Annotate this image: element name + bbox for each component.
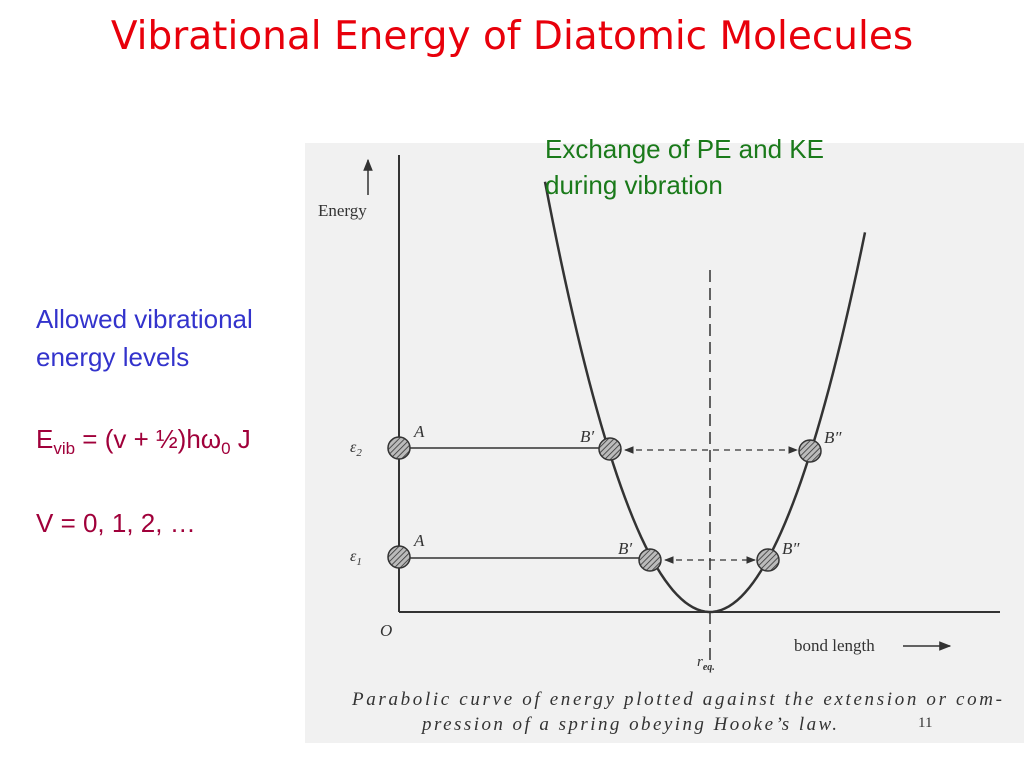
formula-symbol: E — [36, 424, 54, 454]
formula-body: = (v + ½)hω — [75, 424, 222, 454]
particle — [756, 548, 780, 572]
annotation: Exchange of PE and KE during vibration — [545, 131, 824, 203]
particle — [638, 548, 662, 572]
heading-line: Allowed vibrational — [36, 304, 253, 334]
point-label: B″ — [782, 539, 800, 558]
level-symbol: ε — [350, 548, 357, 565]
point-label: B″ — [824, 428, 842, 447]
req-sub: eq. — [703, 662, 715, 673]
caption-line: pression of a spring obeying Hooke’s law… — [420, 714, 837, 735]
level-label: ε2 — [350, 439, 362, 459]
level-sub: 1 — [356, 556, 362, 568]
point-label: A — [413, 422, 425, 441]
formula-unit: J — [230, 424, 251, 454]
annotation-line: Exchange of PE and KE — [545, 134, 824, 164]
level-label: ε1 — [350, 548, 362, 568]
page-number: 11 — [918, 715, 932, 731]
particle — [598, 437, 622, 461]
x-axis-label: bond length — [794, 636, 875, 655]
slide-title: Vibrational Energy of Diatomic Molecules — [110, 14, 914, 59]
annotation-line: during vibration — [545, 170, 723, 200]
y-axis-label: Energy — [318, 201, 367, 220]
particle — [798, 439, 822, 463]
heading-line: energy levels — [36, 342, 190, 372]
req-symbol: r — [697, 654, 703, 670]
heading: Allowed vibrational energy levels — [36, 300, 253, 376]
level-symbol: ε — [350, 439, 357, 456]
figure-background — [305, 143, 1024, 743]
formula: Evib = (v + ½)hω0 J — [36, 424, 251, 459]
formula-sub: 0 — [221, 439, 231, 459]
origin-label: O — [380, 621, 392, 640]
formula-sub: vib — [53, 439, 76, 459]
quantum-numbers: V = 0, 1, 2, … — [36, 508, 196, 538]
point-label: B′ — [618, 539, 632, 558]
level-sub: 2 — [356, 447, 362, 459]
req-label: req. — [697, 654, 715, 673]
point-label: B′ — [580, 427, 594, 446]
particle — [387, 436, 411, 460]
point-label: A — [413, 531, 425, 550]
particle — [387, 545, 411, 569]
